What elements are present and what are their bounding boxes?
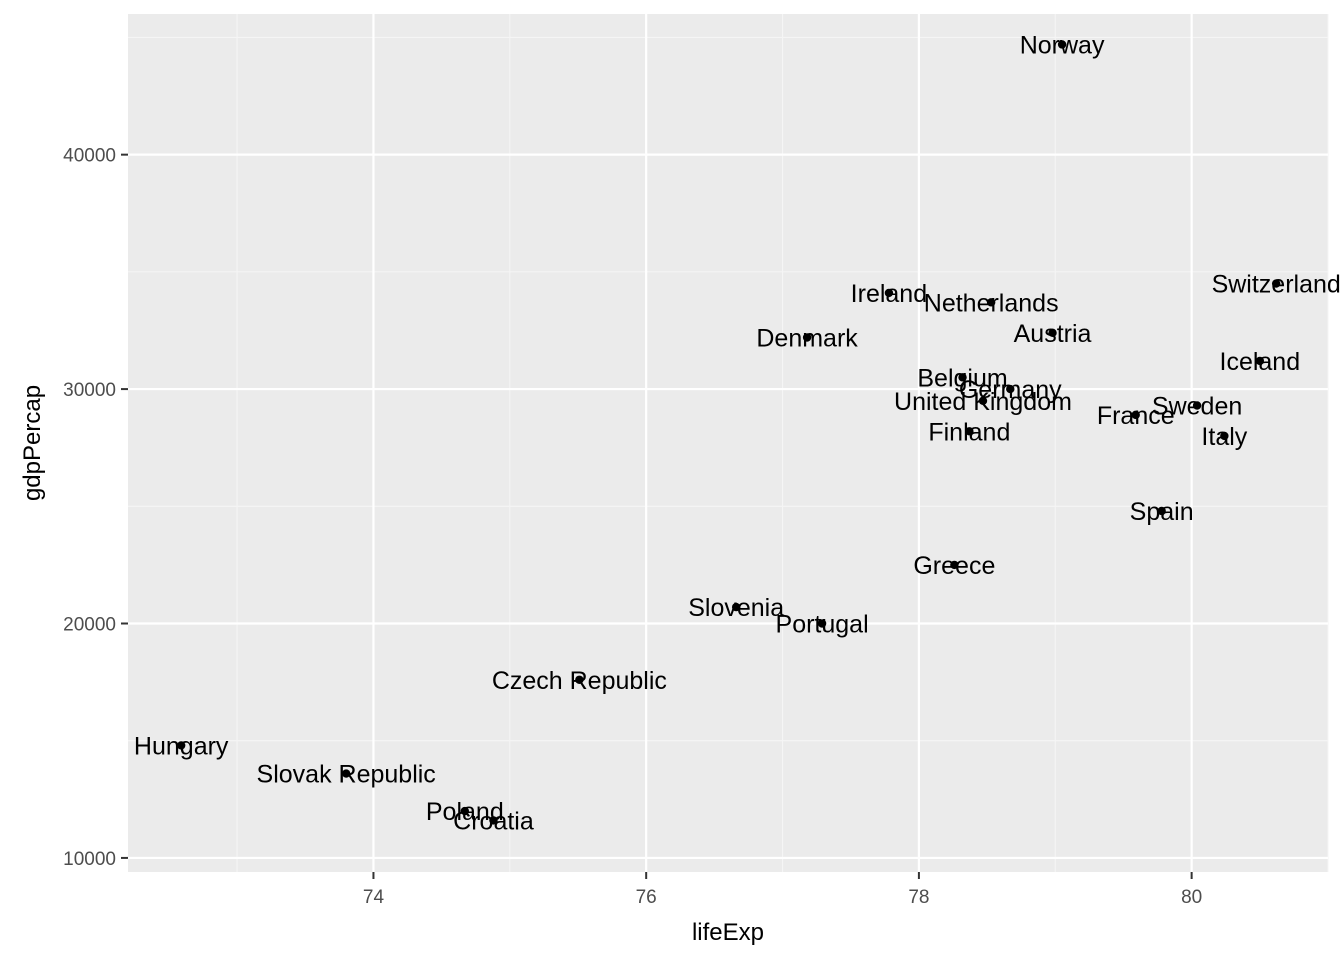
x-tick-label: 74 xyxy=(363,887,385,908)
data-points xyxy=(176,40,1281,825)
point-label: Germany xyxy=(959,376,1062,404)
point-label: Sweden xyxy=(1152,392,1242,420)
point-label: Croatia xyxy=(453,807,534,835)
point-label: Slovak Republic xyxy=(257,761,436,789)
y-axis-ticks: 10000 20000 30000 40000 xyxy=(63,146,128,870)
point-label: Portugal xyxy=(776,611,869,639)
x-tick-label: 78 xyxy=(908,887,929,908)
y-tick-label: 10000 xyxy=(63,849,116,870)
data-point xyxy=(965,427,974,436)
data-point xyxy=(1157,506,1166,516)
point-label: United Kingdom xyxy=(894,388,1072,416)
data-point xyxy=(341,769,351,778)
point-label: Hungary xyxy=(134,732,229,760)
y-tick-label: 20000 xyxy=(63,615,116,636)
point-label: Greece xyxy=(913,552,995,580)
y-axis-title: gdpPercap xyxy=(19,385,46,501)
point-label: Belgium xyxy=(917,364,1007,392)
data-point xyxy=(1192,401,1202,410)
data-point xyxy=(489,816,498,825)
x-axis-ticks: 74 76 78 80 xyxy=(363,872,1202,908)
point-label: Denmark xyxy=(756,325,858,353)
y-tick-label: 30000 xyxy=(63,380,116,401)
data-point xyxy=(1057,40,1067,49)
point-label: Spain xyxy=(1130,498,1194,526)
major-gridlines xyxy=(128,14,1328,872)
data-point xyxy=(884,288,894,298)
data-point xyxy=(1131,410,1140,420)
plot-panel xyxy=(128,14,1328,872)
data-point xyxy=(575,675,584,684)
point-label: Finland xyxy=(928,418,1010,446)
minor-gridlines xyxy=(128,14,1329,872)
point-label: Slovenia xyxy=(688,594,784,622)
x-tick-label: 80 xyxy=(1181,887,1202,908)
data-point xyxy=(460,806,470,816)
data-point xyxy=(978,396,988,406)
point-label: France xyxy=(1097,402,1175,430)
data-point xyxy=(1220,431,1229,441)
point-label: Austria xyxy=(1014,320,1092,348)
data-point xyxy=(958,373,967,382)
x-tick-label: 76 xyxy=(636,887,657,908)
y-tick-label: 40000 xyxy=(63,146,116,167)
data-point xyxy=(986,298,996,307)
data-point xyxy=(1255,356,1265,366)
data-point xyxy=(1006,384,1015,394)
point-label: Netherlands xyxy=(924,289,1059,317)
point-label: Poland xyxy=(426,798,504,826)
data-point xyxy=(950,560,959,570)
point-label: Ireland xyxy=(851,280,927,308)
x-axis-title: lifeExp xyxy=(692,919,764,946)
data-point xyxy=(817,619,827,628)
data-point xyxy=(1048,328,1057,338)
data-point xyxy=(1271,279,1281,288)
point-label: Norway xyxy=(1020,31,1105,59)
point-label: Switzerland xyxy=(1212,271,1341,299)
data-point xyxy=(176,741,186,750)
point-label: Italy xyxy=(1201,423,1247,451)
point-label: Iceland xyxy=(1220,348,1301,376)
point-label: Czech Republic xyxy=(492,667,667,695)
data-point xyxy=(802,333,812,342)
data-point xyxy=(731,602,741,612)
